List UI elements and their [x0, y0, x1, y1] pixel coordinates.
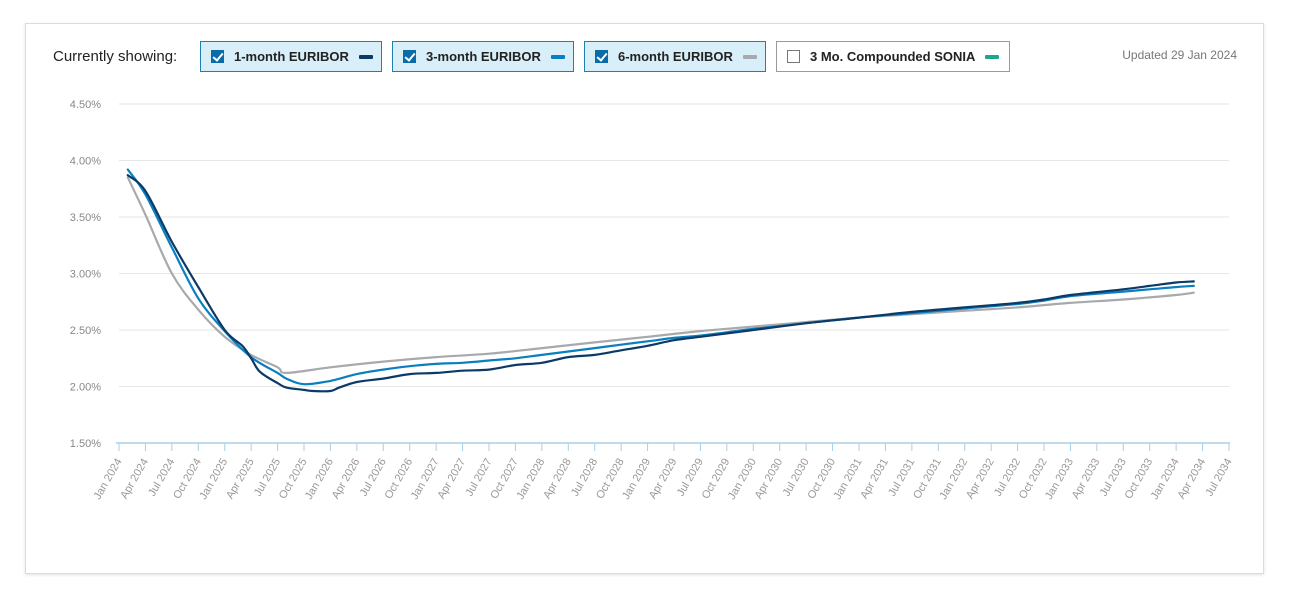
- series-color-swatch: [985, 54, 1000, 59]
- legend-label: 6-month EURIBOR: [618, 49, 733, 64]
- series-color-swatch: [550, 54, 565, 59]
- legend-toggle-6m-euribor[interactable]: 6-month EURIBOR: [584, 41, 766, 72]
- y-tick-label: 3.00%: [70, 269, 101, 281]
- legend-label: 3-month EURIBOR: [426, 49, 541, 64]
- legend-toggle-3m-euribor[interactable]: 3-month EURIBOR: [392, 41, 574, 72]
- chart-card: Currently showing: 1-month EURIBOR 3-mon…: [25, 23, 1264, 574]
- y-tick-label: 2.50%: [70, 325, 101, 337]
- y-tick-label: 1.50%: [70, 438, 101, 450]
- legend-label: 3 Mo. Compounded SONIA: [810, 49, 976, 64]
- currently-showing-label: Currently showing:: [53, 48, 178, 65]
- y-tick-label: 2.00%: [70, 382, 101, 394]
- series-line-3-month-euribor: [126, 168, 1195, 386]
- checkbox-unchecked-icon[interactable]: [787, 50, 800, 63]
- series-line-1-month-euribor: [126, 174, 1195, 393]
- y-tick-label: 4.00%: [70, 156, 101, 168]
- legend-bar: Currently showing: 1-month EURIBOR 3-mon…: [26, 41, 1263, 73]
- series-color-swatch: [742, 54, 757, 59]
- line-chart: 1.50%2.00%2.50%3.00%3.50%4.00%4.50%Jan 2…: [70, 99, 1235, 502]
- legend-toggle-sonia[interactable]: 3 Mo. Compounded SONIA: [776, 41, 1010, 72]
- x-tick-label: Jul 2034: [1203, 457, 1234, 499]
- series-color-swatch: [358, 54, 373, 59]
- legend-toggle-1m-euribor[interactable]: 1-month EURIBOR: [200, 41, 382, 72]
- y-tick-label: 3.50%: [70, 212, 101, 224]
- checkbox-checked-icon[interactable]: [595, 50, 608, 63]
- legend-label: 1-month EURIBOR: [234, 49, 349, 64]
- updated-date: Updated 29 Jan 2024: [1122, 48, 1237, 62]
- series-line-6-month-euribor: [126, 176, 1195, 374]
- checkbox-checked-icon[interactable]: [211, 50, 224, 63]
- checkbox-checked-icon[interactable]: [403, 50, 416, 63]
- y-tick-label: 4.50%: [70, 99, 101, 111]
